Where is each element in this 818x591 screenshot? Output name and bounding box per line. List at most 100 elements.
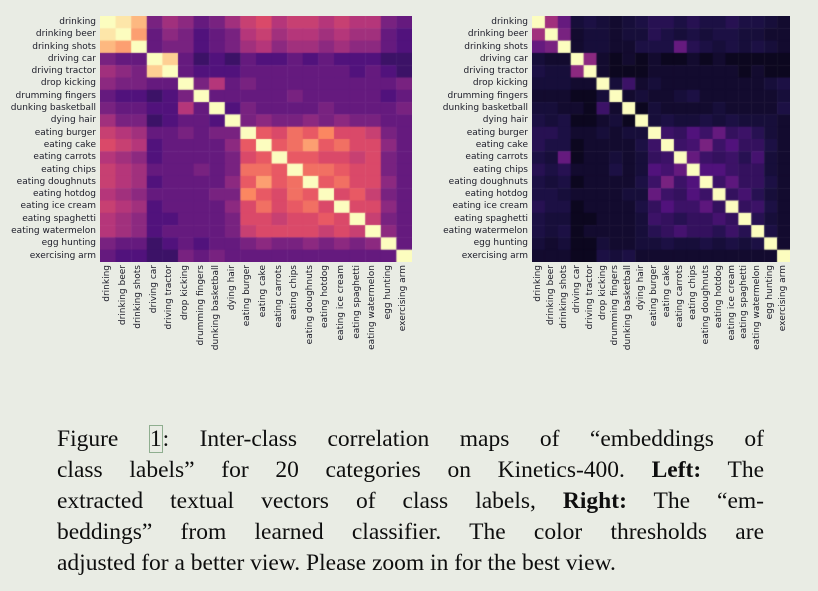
col-label: eating hotdog: [320, 265, 331, 329]
caption-text: class labels” for 20 categories on Kinet…: [57, 457, 652, 483]
caption-line-3: extracted textual vectors of class label…: [57, 486, 764, 517]
col-label: dunking basketball: [623, 265, 634, 351]
heatmap-right-row-labels: drinking drinking beer drinking shots drivi…: [431, 16, 528, 262]
col-label: eating watermelon: [367, 265, 378, 350]
heatmap-left: [100, 16, 412, 262]
caption-text: Figure: [57, 426, 149, 452]
row-label: drinking shots: [32, 41, 96, 52]
row-label: eating carrots: [33, 152, 96, 163]
row-label: eating doughnuts: [16, 176, 96, 187]
col-label: driving car: [571, 265, 582, 314]
caption-line-5: adjusted for a better view. Please zoom …: [57, 548, 764, 579]
row-label: egg hunting: [473, 238, 528, 249]
row-label: eating cake: [475, 139, 528, 150]
row-label: dying hair: [482, 115, 528, 126]
row-label: drinking shots: [464, 41, 528, 52]
col-label: drinking beer: [545, 265, 556, 326]
row-label: eating ice cream: [452, 201, 528, 212]
col-label: eating doughnuts: [700, 265, 711, 345]
row-label: drinking beer: [467, 29, 528, 40]
heatmap-left-row-labels: drinking drinking beer drinking shots drivi…: [0, 16, 96, 262]
col-label: drinking: [533, 265, 543, 302]
col-label: eating spaghetti: [351, 265, 362, 339]
figure-ref-link[interactable]: 1: [148, 425, 163, 453]
row-label: drinking: [491, 17, 528, 27]
row-label: eating doughnuts: [448, 176, 528, 187]
row-label: eating watermelon: [11, 226, 96, 237]
col-label: drop kicking: [597, 265, 608, 321]
row-label: eating burger: [466, 127, 528, 138]
caption-text: beddings” from learned classifier. The c…: [57, 519, 764, 545]
col-label: eating cake: [662, 265, 672, 318]
col-label: eating chips: [289, 265, 300, 320]
row-label: dunking basketball: [10, 103, 96, 114]
row-label: drumming fingers: [15, 90, 96, 101]
col-label: drinking shots: [558, 265, 569, 329]
col-label: drinking: [102, 265, 112, 302]
row-label: eating spaghetti: [22, 213, 96, 224]
row-label: eating carrots: [465, 152, 528, 163]
col-label: drinking beer: [117, 265, 128, 326]
col-label: driving tractor: [584, 265, 595, 330]
caption-line-1: Figure 1: Inter-class correlation maps o…: [57, 424, 764, 455]
col-label: exercising arm: [778, 265, 789, 332]
col-label: dying hair: [636, 265, 647, 311]
col-label: eating doughnuts: [304, 265, 315, 345]
row-label: driving car: [47, 53, 96, 64]
row-label: dying hair: [50, 115, 96, 126]
caption-text: The: [701, 457, 764, 483]
row-label: eating cake: [43, 139, 96, 150]
col-label: eating ice cream: [336, 265, 346, 341]
caption-bold-right: Right:: [562, 488, 627, 514]
row-label: eating burger: [34, 127, 96, 138]
col-label: egg hunting: [765, 265, 776, 320]
col-label: eating cake: [258, 265, 268, 318]
row-label: eating watermelon: [443, 226, 528, 237]
row-label: drop kicking: [472, 78, 528, 89]
col-label: drop kicking: [180, 265, 190, 321]
figure-caption: Figure 1: Inter-class correlation maps o…: [57, 424, 764, 579]
caption-text: adjusted for a better view. Please zoom …: [57, 550, 616, 576]
caption-line-4: beddings” from learned classifier. The c…: [57, 517, 764, 548]
col-label: drumming fingers: [610, 265, 621, 346]
col-label: eating burger: [242, 265, 253, 327]
col-label: eating spaghetti: [739, 265, 750, 339]
caption-text: : Inter-class correlation maps of “embed…: [162, 426, 764, 452]
row-label: eating chips: [41, 164, 96, 175]
col-label: eating burger: [649, 265, 660, 327]
col-label: eating chips: [687, 265, 698, 320]
caption-line-2: class labels” for 20 categories on Kinet…: [57, 455, 764, 486]
col-label: dunking basketball: [211, 265, 222, 351]
heatmap-right: [532, 16, 790, 262]
row-label: drinking beer: [35, 29, 96, 40]
caption-bold-left: Left:: [651, 457, 702, 483]
row-label: driving tractor: [463, 66, 528, 77]
col-label: eating ice cream: [726, 265, 737, 341]
row-label: eating hotdog: [32, 189, 96, 200]
col-label: driving car: [148, 265, 159, 314]
col-label: eating carrots: [273, 265, 284, 328]
row-label: exercising arm: [29, 250, 96, 261]
col-label: dying hair: [226, 265, 237, 311]
row-label: driving tractor: [31, 66, 96, 77]
col-label: driving tractor: [164, 265, 175, 330]
row-label: drop kicking: [40, 78, 96, 89]
caption-text: The “em-: [626, 488, 764, 514]
row-label: drumming fingers: [447, 90, 528, 101]
row-label: drinking: [59, 17, 96, 27]
col-label: eating hotdog: [713, 265, 724, 329]
row-label: egg hunting: [41, 238, 96, 249]
col-label: eating carrots: [674, 265, 685, 328]
row-label: eating chips: [473, 164, 528, 175]
col-label: egg hunting: [382, 265, 393, 320]
row-label: eating ice cream: [20, 201, 96, 212]
row-label: eating spaghetti: [454, 213, 528, 224]
row-label: exercising arm: [461, 250, 528, 261]
row-label: driving car: [479, 53, 528, 64]
col-label: drumming fingers: [195, 265, 206, 346]
row-label: eating hotdog: [464, 189, 528, 200]
col-label: eating watermelon: [752, 265, 763, 350]
col-label: drinking shots: [133, 265, 144, 329]
col-label: exercising arm: [398, 265, 409, 332]
